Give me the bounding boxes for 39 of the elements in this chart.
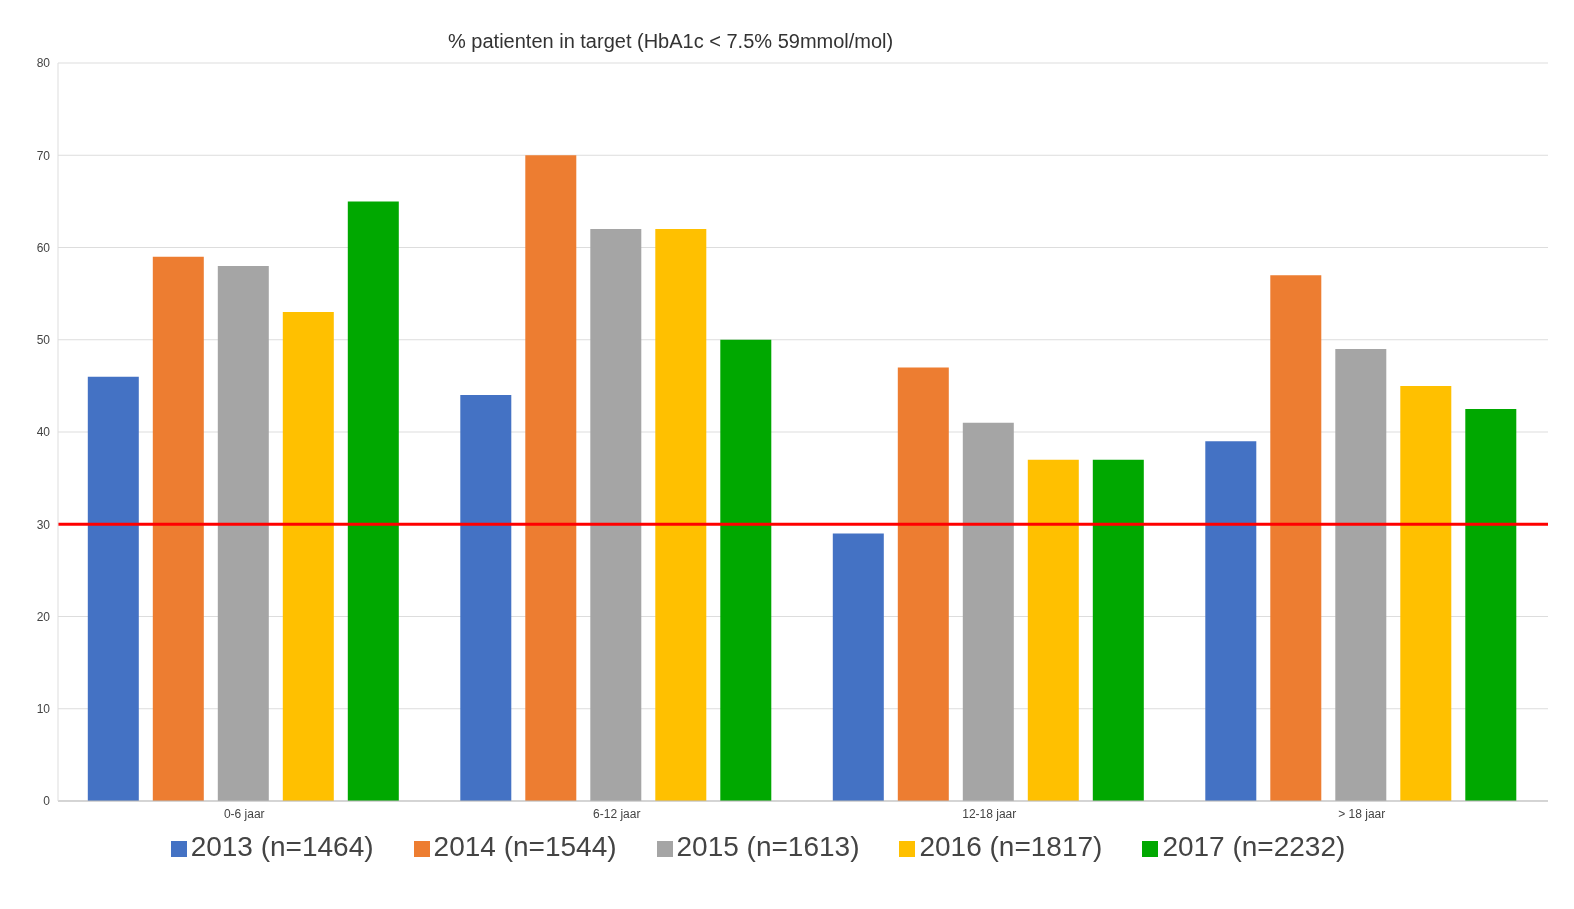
bar xyxy=(1092,459,1144,801)
bar xyxy=(282,312,334,801)
bar xyxy=(1335,348,1387,801)
legend-label: 2013 (n=1464) xyxy=(190,831,374,862)
bar xyxy=(347,201,399,801)
bar xyxy=(460,395,512,801)
bar xyxy=(1205,441,1257,801)
bar xyxy=(962,422,1014,801)
bar xyxy=(152,256,204,801)
legend-label: 2017 (n=2232) xyxy=(1162,831,1346,862)
bar xyxy=(897,367,949,801)
y-tick-label: 80 xyxy=(36,56,51,71)
y-tick-label: 10 xyxy=(36,702,51,717)
bar xyxy=(1027,459,1079,801)
bar xyxy=(832,533,884,801)
chart-title: % patienten in target (HbA1c < 7.5% 59mmol/mol) xyxy=(448,30,895,53)
legend-label: 2015 (n=1613) xyxy=(676,831,860,862)
x-tick-label: > 18 jaar xyxy=(1338,806,1386,821)
x-tick-label: 12-18 jaar xyxy=(962,806,1017,821)
x-tick-label: 6-12 jaar xyxy=(593,806,641,821)
bar xyxy=(590,229,642,801)
bar xyxy=(655,229,707,801)
y-tick-label: 70 xyxy=(36,148,51,163)
y-tick-label: 30 xyxy=(36,517,51,532)
y-tick-label: 60 xyxy=(36,240,51,255)
y-tick-label: 0 xyxy=(43,794,51,809)
bar xyxy=(217,265,269,801)
bar xyxy=(1465,408,1517,801)
y-tick-label: 20 xyxy=(36,609,51,624)
legend-label: 2014 (n=1544) xyxy=(433,831,617,862)
bar xyxy=(720,339,772,801)
x-tick-label: 0-6 jaar xyxy=(223,806,265,821)
bar xyxy=(525,155,577,801)
legend-label: 2016 (n=1817) xyxy=(919,831,1103,862)
bar xyxy=(87,376,139,801)
bar xyxy=(1270,275,1322,801)
y-tick-label: 50 xyxy=(36,333,51,348)
y-tick-label: 40 xyxy=(36,425,51,440)
bar xyxy=(1400,385,1452,801)
